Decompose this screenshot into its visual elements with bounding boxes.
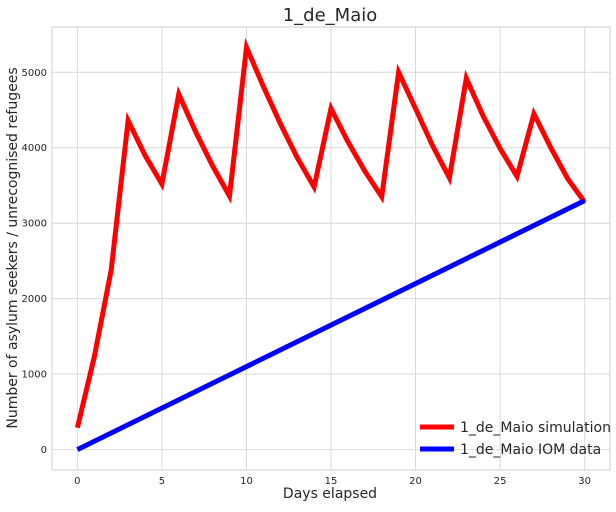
x-tick-label: 20 [409, 476, 422, 487]
legend: 1_de_Maio simulation 1_de_Maio IOM data [420, 420, 611, 458]
y-tick-label: 0 [41, 445, 47, 456]
grid [52, 27, 610, 470]
chart-title: 1_de_Maio [283, 5, 378, 26]
x-tick-label: 10 [240, 476, 253, 487]
legend-label: 1_de_Maio IOM data [460, 442, 601, 458]
x-tick-label: 15 [325, 476, 338, 487]
series-lines [74, 37, 587, 452]
tick-labels: 0 5 10 15 20 25 30 0 1000 2000 3000 4000 5000 [22, 68, 591, 487]
legend-label: 1_de_Maio simulation [460, 420, 611, 436]
y-tick-label: 2000 [22, 294, 47, 305]
plot-frame [51, 26, 611, 471]
x-tick-label: 0 [74, 476, 80, 487]
y-axis-label: Number of asylum seekers / unrecognised … [5, 67, 21, 428]
y-tick-label: 1000 [22, 370, 47, 381]
x-tick-label: 25 [494, 476, 507, 487]
series-line [76, 198, 586, 452]
x-axis-label: Days elapsed [283, 486, 377, 502]
x-tick-label: 30 [578, 476, 591, 487]
series-line [74, 37, 587, 429]
y-tick-label: 5000 [22, 68, 47, 79]
y-tick-label: 3000 [22, 219, 47, 230]
y-tick-label: 4000 [22, 143, 47, 154]
x-tick-label: 5 [159, 476, 165, 487]
